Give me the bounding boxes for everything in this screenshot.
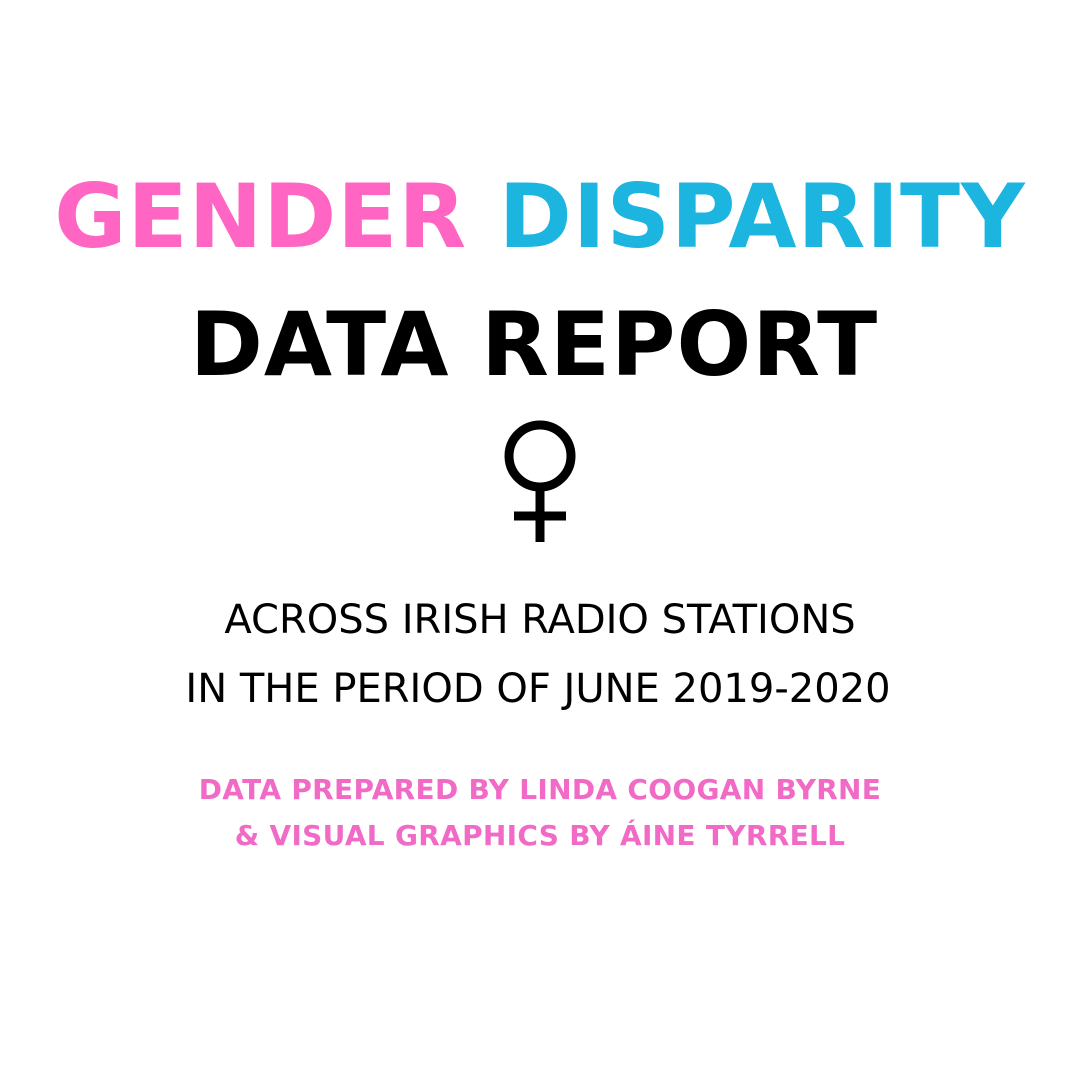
venus-symbol-icon <box>0 418 1080 542</box>
title-word-disparity: DISPARITY <box>498 165 1026 268</box>
credit-line-2: & VISUAL GRAPHICS BY ÁINE TYRRELL <box>234 819 846 852</box>
subtitle-line-2: IN THE PERIOD OF JUNE 2019-2020 <box>185 666 891 712</box>
title-word-gender: GENDER <box>54 165 468 268</box>
title-line-1: GENDER DISPARITY <box>0 162 1080 272</box>
subtitle-line-1: ACROSS IRISH RADIO STATIONS <box>224 597 856 643</box>
credit-line-1: DATA PREPARED BY LINDA COOGAN BYRNE <box>198 773 882 806</box>
title-line-2: DATA REPORT <box>189 293 879 396</box>
